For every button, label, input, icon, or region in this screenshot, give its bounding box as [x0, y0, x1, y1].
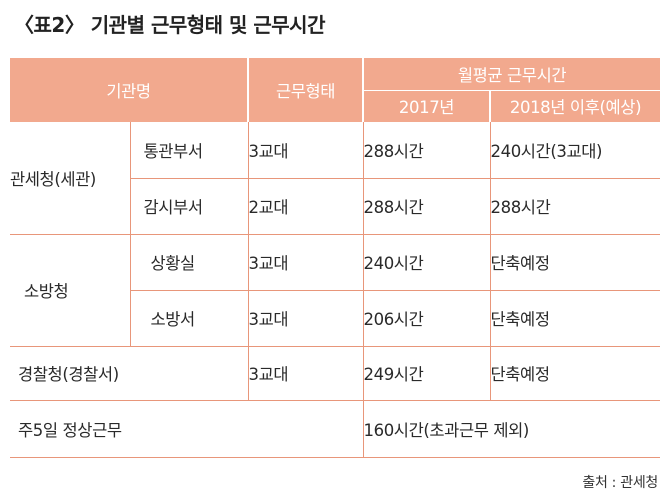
hours-2017-cell: 288시간	[363, 122, 491, 179]
table-row: 소방청 상황실 3교대 240시간 단축예정	[10, 234, 660, 347]
hours-2018-cell: 단축예정	[490, 234, 660, 291]
org-cell: 경찰청(경찰서)	[10, 346, 249, 401]
regular-work-hours: 160시간(초과근무 제외)	[363, 400, 660, 458]
hours-2018-cell: 단축예정	[490, 290, 660, 347]
table-row: 감시부서 2교대 288시간 288시간	[10, 178, 660, 235]
source-note: 출처 : 관세청	[582, 475, 658, 491]
table-row: 소방서 3교대 206시간 단축예정	[10, 290, 660, 347]
header-org: 기관명	[10, 58, 249, 122]
regular-work-label: 주5일 정상근무	[10, 400, 364, 458]
hours-2017-cell: 249시간	[363, 346, 491, 401]
dept-cell: 소방서	[130, 290, 249, 347]
header-monthly-hours: 월평균 근무시간	[362, 58, 660, 91]
table-row: 경찰청(경찰서) 3교대 249시간 단축예정	[10, 346, 660, 401]
shift-cell: 3교대	[248, 346, 364, 401]
table-row: 주5일 정상근무 160시간(초과근무 제외)	[10, 400, 660, 458]
shift-cell: 3교대	[248, 122, 364, 179]
dept-cell: 상황실	[130, 234, 249, 291]
hours-2017-cell: 206시간	[363, 290, 491, 347]
hours-2018-cell: 단축예정	[490, 346, 660, 401]
dept-cell: 통관부서	[130, 122, 249, 179]
hours-2018-cell: 240시간(3교대)	[490, 122, 660, 179]
hours-2018-cell: 288시간	[490, 178, 660, 235]
org-cell: 소방청	[10, 234, 131, 347]
dept-cell: 감시부서	[130, 178, 249, 235]
hours-2017-cell: 288시간	[363, 178, 491, 235]
shift-cell: 3교대	[248, 290, 364, 347]
table-title: 〈표2〉 기관별 근무형태 및 근무시간	[14, 13, 325, 37]
org-cell: 관세청(세관)	[10, 122, 131, 235]
shift-cell: 3교대	[248, 234, 364, 291]
shift-cell: 2교대	[248, 178, 364, 235]
table-row: 관세청(세관) 통관부서 3교대 288시간 240시간(3교대)	[10, 122, 660, 235]
header-shift: 근무형태	[247, 58, 364, 122]
header-2017: 2017년	[362, 90, 491, 122]
hours-2017-cell: 240시간	[363, 234, 491, 291]
work-hours-table: 기관명 근무형태 월평균 근무시간 2017년 2018년 이후(예상) 관세청…	[10, 58, 660, 458]
header-2018: 2018년 이후(예상)	[489, 90, 660, 122]
